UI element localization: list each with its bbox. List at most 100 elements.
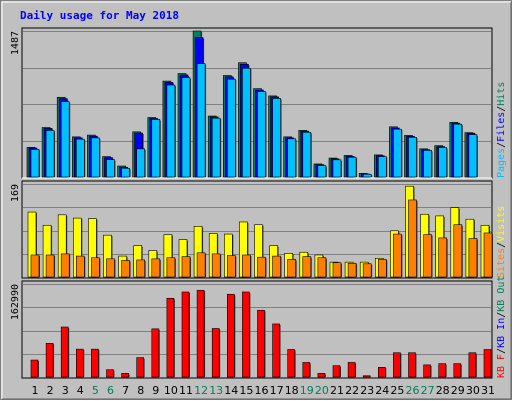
kb-bar [363,376,370,377]
legend-sites: Sites [496,248,507,278]
legend-hits: Hits [496,82,507,106]
x-tick-label: 19 [300,384,314,397]
ymax-label-kb: 162990 [10,284,21,320]
pages-bar [182,78,190,177]
pages-bar [258,91,266,177]
chart-title: Daily usage for May 2018 [20,9,179,22]
sites-bar [424,235,432,277]
pages-bar [212,118,220,177]
x-tick-label: 27 [421,384,435,397]
sites-bar [393,234,401,277]
ymax-label-visits: 169 [10,184,21,202]
kb-bar [393,353,400,377]
kb-bar [122,373,129,377]
legend-kbout: KB Out [496,276,507,312]
kb-bar [91,349,98,377]
pages-bar [122,168,130,177]
x-tick-label: 25 [390,384,404,397]
kb-bar [76,349,83,377]
kb-bar [333,366,340,377]
x-tick-label: 2 [47,384,54,397]
legend-visits: Visits [496,206,507,242]
x-tick-label: 18 [285,384,299,397]
kb-bar [107,370,114,377]
x-tick-label: 11 [179,384,193,397]
x-tick-label: 21 [330,384,344,397]
pages-bar [273,98,281,177]
kb-bar [409,353,416,377]
pages-bar [91,138,99,177]
x-tick-label: 16 [255,384,269,397]
kb-bar [152,329,159,377]
pages-bar [46,130,54,177]
sites-bar [46,255,54,277]
pages-bar [288,139,296,177]
kb-bar [61,327,68,377]
sites-bar [91,258,99,277]
pages-bar [348,157,356,177]
pages-bar [454,124,462,177]
pages-bar [227,79,235,177]
kb-bar [212,329,219,377]
pages-bar [333,160,341,177]
x-tick-label: 4 [77,384,84,397]
legend-panel2: Sites/Visits [496,206,507,278]
sites-bar [484,233,492,277]
x-tick-label: 31 [481,384,495,397]
sites-bar [76,256,84,277]
x-tick-label: 5 [92,384,99,397]
legend-kbin: KB In [496,318,507,348]
sites-bar [258,257,266,277]
legend-kbf: KB F [496,354,507,378]
sites-bar [182,257,190,277]
pages-bar [137,149,145,177]
pages-bar [393,129,401,177]
pages-bar [469,135,477,177]
x-tick-label: 17 [270,384,284,397]
x-tick-label: 3 [62,384,69,397]
sites-bar [378,259,386,277]
sites-bar [348,263,356,277]
kb-bar [46,343,53,377]
kb-bar [424,365,431,377]
pages-bar [378,157,386,177]
x-tick-label: 28 [436,384,450,397]
pages-bar [424,150,432,177]
kb-bar [242,292,249,377]
pages-bar [409,137,417,177]
pages-bar [242,68,250,177]
sites-bar [107,259,115,277]
kb-bar [258,310,265,377]
sites-bar [439,238,447,277]
sites-bar [303,257,311,277]
sites-bar [122,260,130,277]
kb-bar [439,364,446,377]
sites-bar [273,256,281,277]
pages-bar [303,132,311,177]
pages-bar [167,85,175,177]
pages-bar [76,139,84,177]
kb-bar [197,290,204,377]
sites-bar [197,253,205,277]
kb-bar [454,364,461,377]
x-tick-label: 9 [152,384,159,397]
sites-bar [288,259,296,277]
x-tick-label: 13 [209,384,223,397]
legend-panel1: Pages/Files/Hits [496,82,507,178]
legend-pages: Pages [496,148,507,178]
pages-bar [318,166,326,177]
x-tick-label: 20 [315,384,329,397]
x-tick-label: 23 [360,384,374,397]
x-tick-label: 10 [164,384,178,397]
pages-bar [363,174,371,177]
kb-bar [484,349,491,377]
kb-bar [167,298,174,377]
x-tick-label: 29 [451,384,465,397]
x-tick-label: 15 [239,384,253,397]
pages-bar [152,119,160,177]
kb-bar [31,360,38,377]
x-tick-label: 12 [194,384,208,397]
sites-bar [167,258,175,277]
